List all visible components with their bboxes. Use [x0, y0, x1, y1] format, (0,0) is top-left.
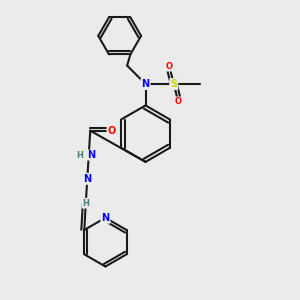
- Text: N: N: [83, 174, 91, 184]
- Text: O: O: [175, 97, 182, 106]
- Text: O: O: [107, 126, 116, 136]
- Text: H: H: [76, 151, 83, 160]
- Text: N: N: [87, 150, 95, 160]
- Text: O: O: [166, 62, 173, 71]
- Text: H: H: [82, 199, 89, 208]
- Text: N: N: [101, 213, 110, 223]
- Text: N: N: [142, 79, 150, 89]
- Text: S: S: [170, 79, 177, 89]
